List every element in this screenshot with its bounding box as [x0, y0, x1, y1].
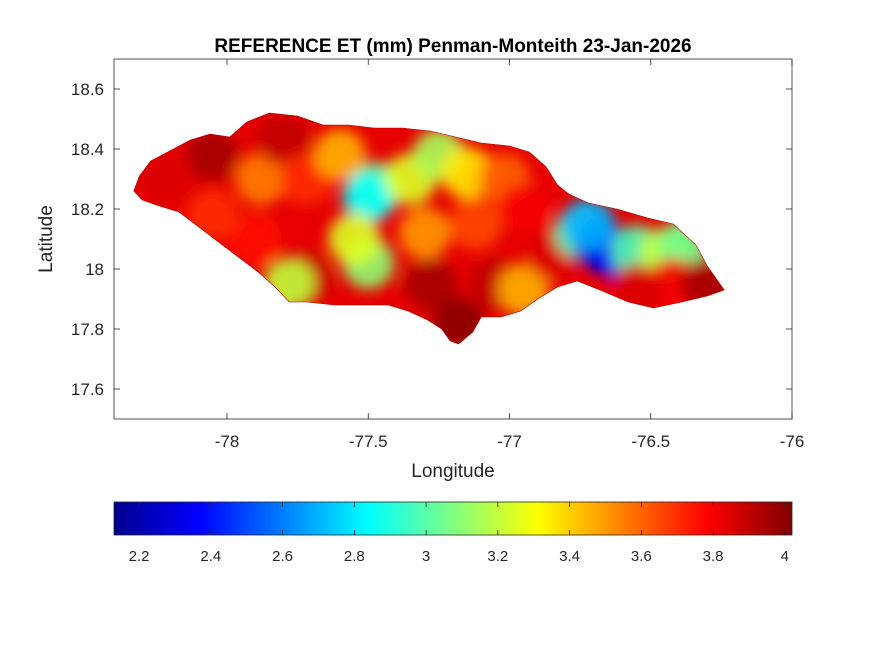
y-tick-label: 18: [85, 260, 104, 279]
et-zone: [257, 114, 310, 166]
et-zone: [234, 153, 287, 205]
et-zone: [398, 207, 451, 259]
et-zone: [314, 129, 366, 181]
chart-title: REFERENCE ET (mm) Penman-Monteith 23-Jan…: [214, 36, 691, 57]
x-tick-label: -76: [780, 432, 805, 451]
et-zone: [328, 213, 381, 265]
et-field: [133, 113, 725, 344]
colorbar-tick-label: 3.6: [631, 548, 652, 565]
colorbar-tick-label: 3.8: [703, 548, 724, 565]
y-axis-label: Latitude: [36, 205, 57, 273]
colorbar-ticks: 2.2 2.4 2.6 2.8 3 3.2 3.4 3.6 3.8 4: [129, 502, 789, 565]
x-tick-label: -76.5: [631, 432, 670, 451]
y-tick-label: 18.4: [71, 140, 104, 159]
colorbar-tick-label: 2.2: [129, 548, 150, 565]
x-tick-label: -77: [497, 432, 522, 451]
colorbar-tick-label: 2.4: [200, 548, 221, 565]
colorbar-tick-label: 3: [422, 548, 430, 565]
et-zone: [229, 213, 282, 265]
colorbar: [113, 501, 793, 536]
x-tick-label: -78: [215, 432, 240, 451]
y-tick-label: 18.6: [71, 80, 104, 99]
et-zone: [404, 258, 457, 310]
island-outline: [133, 112, 725, 345]
et-zone: [562, 198, 615, 250]
colorbar-tick-label: 2.8: [344, 548, 365, 565]
colorbar-tick-label: 3.4: [559, 548, 580, 565]
x-axis: -78 -77.5 -77 -76.5 -76: [215, 59, 805, 451]
x-axis-label: Longitude: [411, 461, 494, 482]
et-zone: [497, 183, 550, 235]
x-tick-label: -77.5: [349, 432, 388, 451]
y-tick-label: 17.6: [71, 380, 104, 399]
et-zone: [186, 129, 239, 181]
et-zone: [138, 153, 191, 205]
colorbar-tick-label: 2.6: [272, 548, 293, 565]
colorbar-tick-label: 4: [781, 548, 789, 565]
y-axis: 17.6 17.8 18 18.2 18.4 18.6: [71, 80, 792, 399]
y-tick-label: 17.8: [71, 320, 104, 339]
et-zone: [342, 171, 395, 223]
et-zone: [449, 198, 502, 250]
y-tick-label: 18.2: [71, 200, 104, 219]
colorbar-tick-label: 3.2: [487, 548, 508, 565]
